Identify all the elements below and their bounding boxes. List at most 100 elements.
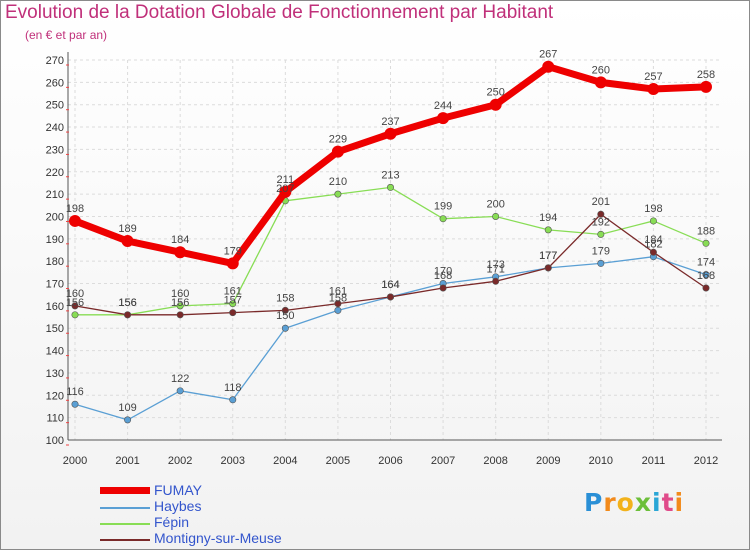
point-fumay [121,235,134,248]
data-label-montigny: 157 [224,295,242,307]
data-label-montigny: 160 [66,288,84,300]
legend-swatch-haybes [100,507,150,509]
data-label-haybes: 173 [486,259,504,271]
data-label-haybes: 179 [592,245,610,257]
point-montigny [439,284,447,292]
point-fepin [702,239,710,247]
point-montigny [176,311,184,319]
data-label-haybes: 122 [171,373,189,385]
x-tick-label: 2000 [63,455,87,467]
chart-title: Evolution de la Dotation Globale de Fonc… [5,2,554,23]
point-fumay [700,80,712,93]
data-label-haybes: 150 [276,310,294,322]
data-label-montigny: 156 [171,297,189,309]
data-label-fepin: 156 [118,297,136,309]
y-tick-label: 200 [46,211,64,223]
point-fumay [647,83,660,96]
point-montigny [229,309,237,317]
point-haybes [71,400,79,408]
point-haybes [124,416,132,424]
point-fepin [229,300,237,308]
data-label-fepin: 156 [66,297,84,309]
point-fepin [649,217,657,225]
data-label-haybes: 174 [697,257,715,269]
y-tick-label: 170 [46,279,64,291]
legend-swatch-fumay [100,487,150,494]
point-fepin [334,190,342,198]
point-fumay [226,257,239,270]
point-fumay [489,98,502,111]
point-fepin [386,183,394,191]
y-tick-label: 240 [46,122,64,134]
point-fumay [279,185,292,198]
y-tick-label: 130 [46,368,64,380]
data-label-haybes: 118 [224,382,242,394]
point-fumay [384,127,397,140]
point-fumay [594,76,607,89]
y-tick-label: 270 [46,55,64,67]
data-label-fepin: 198 [644,203,662,215]
x-tick-label: 2001 [115,455,139,467]
data-label-fumay: 184 [171,234,189,246]
data-label-montigny: 161 [329,286,347,298]
data-label-montigny: 201 [592,196,610,208]
y-tick-label: 190 [46,234,64,246]
point-montigny [386,293,394,301]
y-tick-label: 250 [46,100,64,112]
legend-label-fepin: Fépin [154,514,190,530]
legend-label-montigny: Montigny-sur-Meuse [154,530,282,546]
data-label-fepin: 200 [486,198,504,210]
y-tick-label: 100 [46,435,64,447]
y-tick-label: 260 [46,77,64,89]
data-label-haybes: 170 [434,266,452,278]
point-haybes [229,396,237,404]
y-tick-label: 140 [46,346,64,358]
data-label-fumay: 211 [277,174,295,186]
point-haybes [281,324,289,332]
legend-swatch-montigny [100,539,150,541]
y-tick-label: 180 [46,256,64,268]
data-label-fepin: 199 [434,201,452,213]
point-fepin [71,311,79,319]
x-tick-label: 2012 [694,455,718,467]
point-montigny [649,248,657,256]
x-tick-label: 2006 [378,455,402,467]
data-label-haybes: 182 [644,239,662,251]
data-label-haybes: 164 [381,279,399,291]
data-label-fepin: 210 [329,176,347,188]
y-tick-label: 160 [46,301,64,313]
point-fepin [492,212,500,220]
point-fumay [331,145,344,158]
data-label-montigny: 171 [486,263,504,275]
point-montigny [492,277,500,285]
point-montigny [124,311,132,319]
data-label-fumay: 229 [329,134,347,146]
point-montigny [281,306,289,314]
data-label-haybes: 177 [539,250,557,262]
legend-label-haybes: Haybes [154,498,202,514]
x-tick-label: 2004 [273,455,297,467]
data-label-montigny: 156 [118,297,136,309]
data-label-haybes: 158 [329,292,347,304]
x-tick-label: 2010 [589,455,613,467]
point-montigny [702,284,710,292]
data-label-montigny: 164 [381,279,399,291]
data-label-fepin: 160 [171,288,189,300]
point-fumay [69,214,81,227]
y-tick-label: 210 [46,189,64,201]
data-label-fumay: 257 [644,71,662,83]
point-montigny [334,300,342,308]
point-fepin [597,230,605,238]
x-tick-label: 2005 [326,455,350,467]
data-label-fepin: 213 [381,169,399,181]
data-label-fumay: 258 [697,69,715,81]
data-label-fumay: 179 [224,245,242,257]
point-fepin [176,302,184,310]
point-haybes [597,259,605,267]
data-label-fepin: 161 [224,286,242,298]
x-tick-label: 2009 [536,455,560,467]
point-fumay [174,246,187,259]
x-tick-label: 2008 [483,455,507,467]
